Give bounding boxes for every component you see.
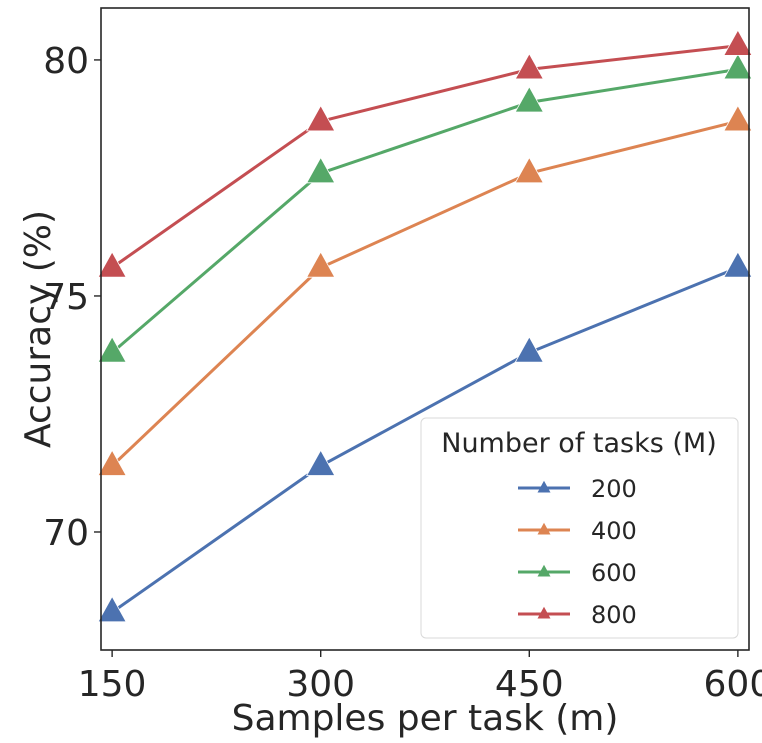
y-tick-label: 70	[43, 513, 89, 554]
legend-label: 800	[591, 601, 637, 629]
legend-marker	[537, 480, 551, 493]
series-line	[111, 44, 739, 269]
data-point	[97, 251, 127, 278]
plot-frame	[100, 7, 750, 651]
data-point	[514, 52, 544, 80]
series-line	[111, 119, 739, 467]
series-600	[97, 52, 753, 363]
legend-marker	[537, 522, 551, 535]
series-800	[97, 29, 753, 278]
legend-marker	[537, 606, 551, 619]
data-point	[514, 336, 544, 363]
y-axis-title: Accuracy (%)	[18, 210, 59, 448]
data-point	[97, 336, 127, 363]
axis-ticks: 150 300 450 600 70 75 80	[43, 41, 762, 705]
x-tick-label: 600	[704, 664, 762, 705]
series-200	[97, 251, 753, 623]
data-point	[514, 85, 544, 113]
data-point	[723, 251, 753, 278]
legend-item: 800	[518, 601, 637, 629]
data-point	[97, 595, 127, 623]
data-point	[306, 104, 336, 132]
y-tick-label: 80	[43, 41, 89, 82]
legend-label: 200	[591, 475, 637, 503]
data-point	[306, 251, 336, 278]
legend-label: 400	[591, 517, 637, 545]
data-point	[723, 29, 753, 56]
x-axis-title: Samples per task (m)	[232, 698, 619, 739]
legend-item: 400	[518, 517, 637, 545]
legend-item: 600	[518, 559, 637, 587]
series-layer	[97, 29, 753, 623]
data-point	[306, 449, 336, 476]
x-tick-label: 150	[78, 664, 147, 705]
legend-item: 200	[518, 475, 637, 503]
data-point	[97, 449, 127, 476]
legend-box	[420, 417, 739, 639]
data-point	[723, 52, 753, 80]
legend-marker	[537, 564, 551, 577]
x-tick-label: 450	[495, 664, 564, 705]
legend: Number of tasks (M) 200 400 600 800	[420, 417, 739, 639]
legend-label: 600	[591, 559, 637, 587]
legend-title: Number of tasks (M)	[441, 428, 717, 459]
data-point	[723, 104, 753, 132]
data-point	[306, 156, 336, 184]
data-point	[514, 156, 544, 184]
series-line	[111, 266, 739, 614]
x-tick-label: 300	[286, 664, 355, 705]
series-400	[97, 104, 753, 476]
series-line	[111, 67, 739, 354]
y-tick-label: 75	[43, 277, 89, 318]
